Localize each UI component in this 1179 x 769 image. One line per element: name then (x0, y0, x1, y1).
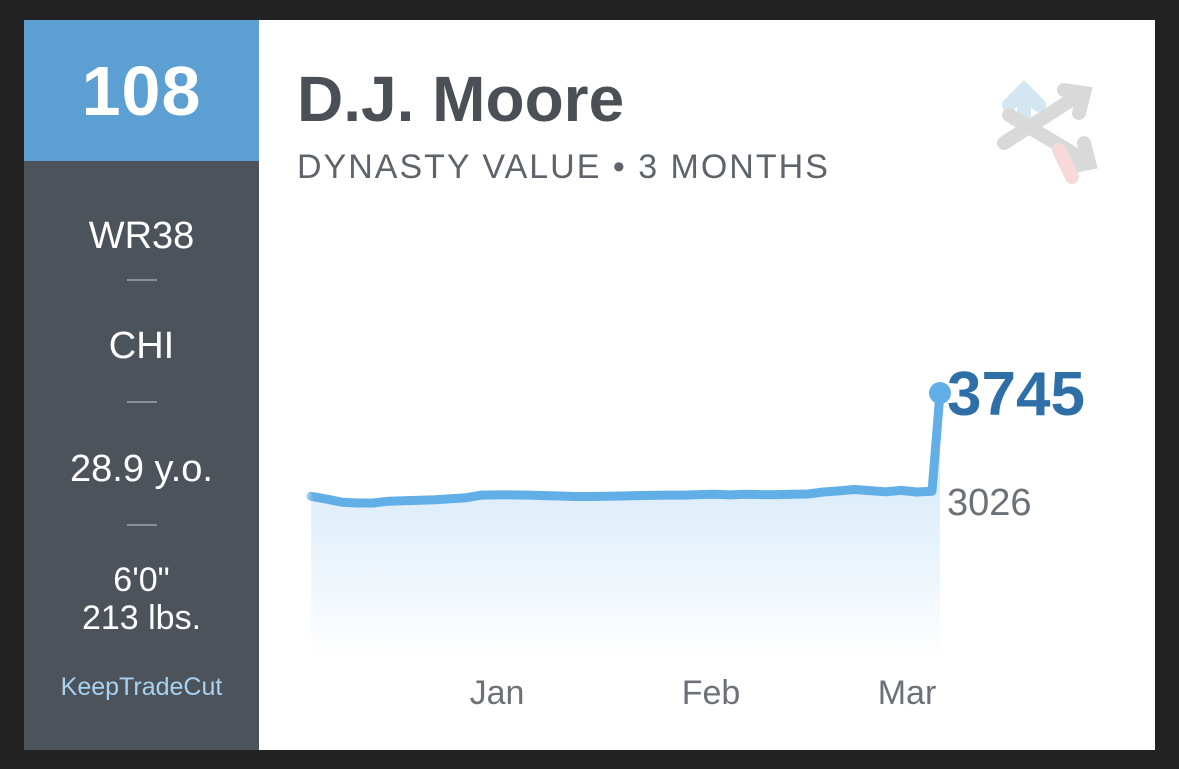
fade-overlay (299, 400, 419, 700)
player-sidebar: 108 WR38 CHI 28.9 y.o. 6'0" 213 lbs. Kee… (24, 20, 259, 750)
divider (127, 401, 157, 403)
brand-name: KeepTradeCut (60, 673, 223, 701)
x-tick-label: Mar (878, 674, 937, 712)
divider (127, 524, 157, 526)
overall-rank: 108 (81, 51, 202, 130)
previous-value-label: 3026 (947, 482, 1032, 524)
weight: 213 lbs. (81, 599, 202, 637)
value-chart: Jan Feb Mar 3745 3026 (299, 360, 1085, 712)
x-tick-label: Jan (470, 674, 525, 712)
height: 6'0" (113, 561, 170, 599)
overall-rank-box: 108 (24, 20, 259, 161)
value-area-fill (311, 393, 940, 660)
trade-arrows-logo-icon (997, 80, 1098, 184)
current-value-label: 3745 (947, 360, 1085, 429)
player-card: 108 WR38 CHI 28.9 y.o. 6'0" 213 lbs. Kee… (24, 20, 1155, 750)
age: 28.9 y.o. (70, 448, 213, 490)
divider (127, 279, 157, 281)
team: CHI (108, 325, 175, 367)
x-tick-label: Feb (682, 674, 741, 712)
value-panel: D.J. Moore DYNASTY VALUE • 3 MONTHS (259, 20, 1155, 750)
position-rank: WR38 (88, 215, 195, 257)
player-name: D.J. Moore (297, 63, 625, 135)
chart-subtitle: DYNASTY VALUE • 3 MONTHS (297, 148, 830, 186)
current-value-dot (929, 382, 951, 404)
